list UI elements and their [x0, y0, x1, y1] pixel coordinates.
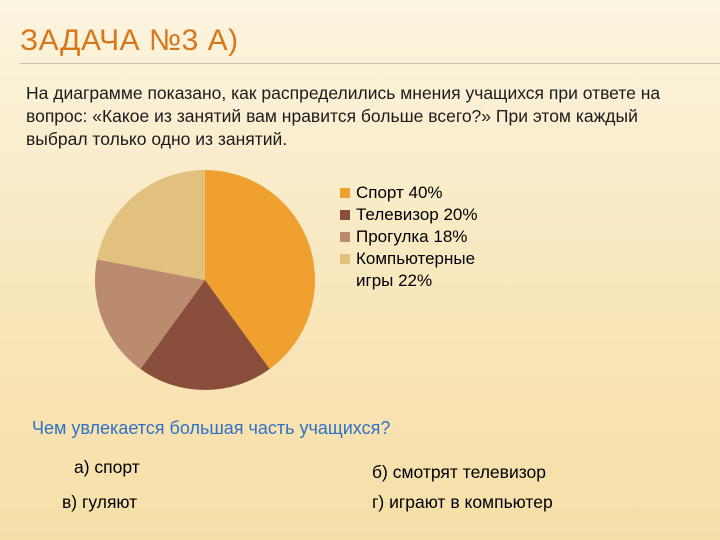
- page-title-text: ЗАДАЧА №3 А): [20, 24, 239, 57]
- legend-item-games: Компьютерные игры 22%: [340, 248, 477, 292]
- legend-label-tv: Телевизор 20%: [356, 204, 477, 226]
- legend-item-tv: Телевизор 20%: [340, 204, 477, 226]
- legend-item-walk: Прогулка 18%: [340, 226, 477, 248]
- chart-legend: Спорт 40%Телевизор 20%Прогулка 18%Компью…: [340, 182, 477, 292]
- question-text: Чем увлекается большая часть учащихся?: [32, 418, 390, 439]
- pie-chart: [90, 165, 320, 395]
- answer-g: г) играют в компьютер: [372, 492, 553, 513]
- legend-label-walk: Прогулка 18%: [356, 226, 467, 248]
- answer-b: б) смотрят телевизор: [372, 462, 546, 483]
- page-title: ЗАДАЧА №3 А): [20, 24, 239, 58]
- legend-marker-sport: [340, 188, 350, 198]
- legend-label-sport: Спорт 40%: [356, 182, 443, 204]
- legend-marker-games: [340, 254, 350, 264]
- legend-label-games: Компьютерные игры 22%: [356, 248, 475, 292]
- intro-paragraph: На диаграмме показано, как распределилис…: [26, 82, 666, 151]
- pie-chart-svg: [90, 165, 320, 395]
- answer-v: в) гуляют: [62, 492, 137, 513]
- legend-marker-walk: [340, 232, 350, 242]
- title-rule: [20, 63, 720, 64]
- answer-a: а) спорт: [74, 457, 140, 478]
- legend-item-sport: Спорт 40%: [340, 182, 477, 204]
- question-text-content: Чем увлекается большая часть учащихся?: [32, 418, 390, 438]
- legend-marker-tv: [340, 210, 350, 220]
